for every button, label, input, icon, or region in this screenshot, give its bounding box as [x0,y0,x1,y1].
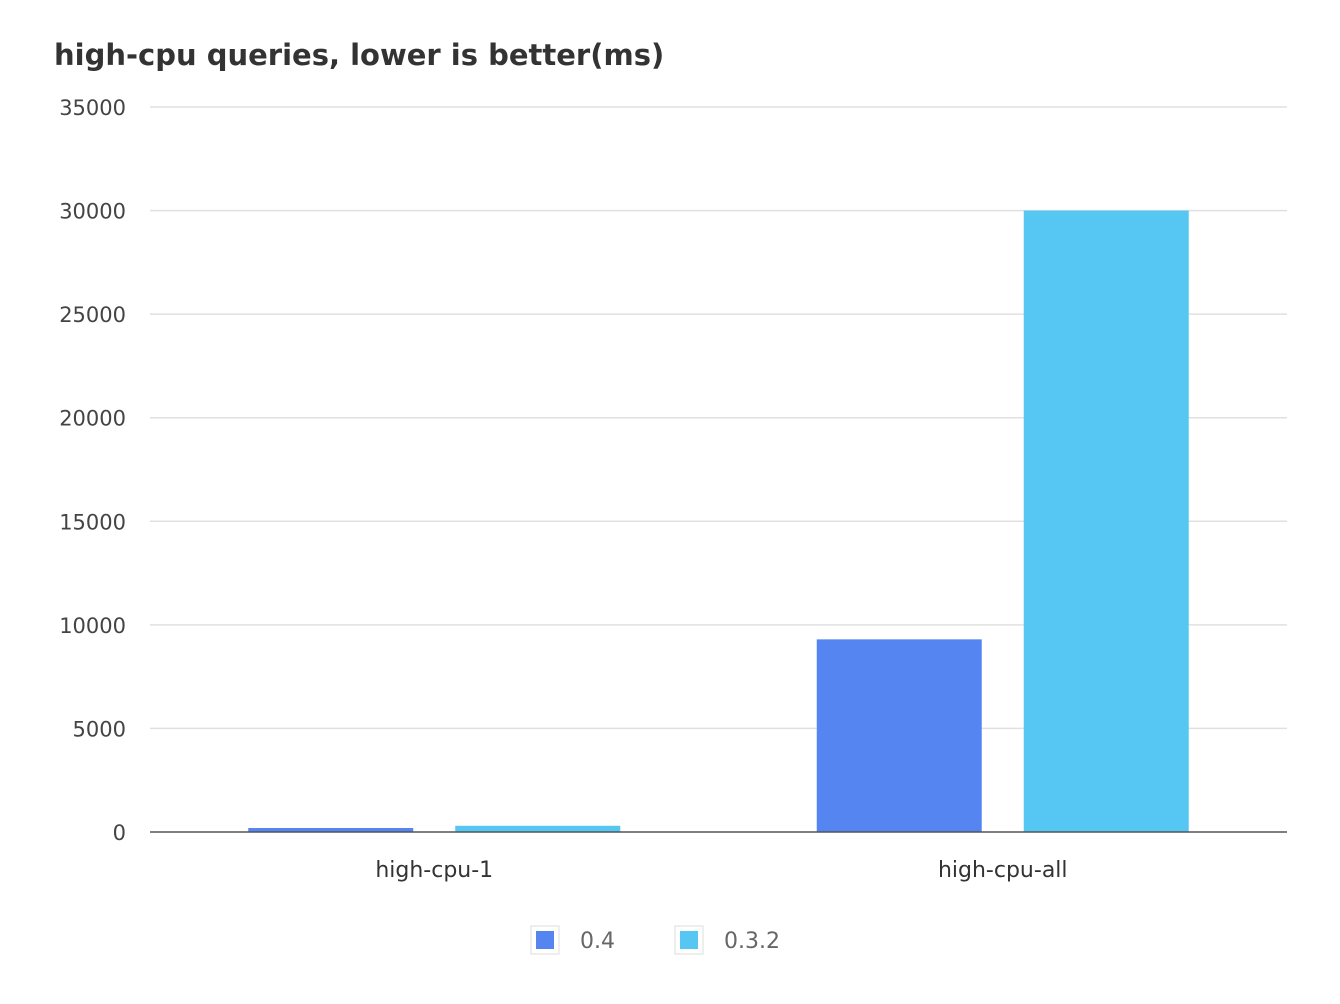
legend: 0.4 0.3.2 [530,925,780,955]
bar-high-cpu-all-0.4 [816,639,982,832]
y-tick-label: 30000 [59,200,126,224]
y-tick-label: 5000 [73,717,126,741]
legend-swatch [536,931,554,949]
x-category-label: high-cpu-all [938,858,1068,883]
legend-item-0.3.2: 0.3.2 [674,925,780,955]
y-tick-label: 10000 [59,614,126,638]
y-tick-label: 15000 [59,510,126,534]
legend-swatch [680,931,698,949]
legend-label: 0.4 [580,929,615,954]
bar-high-cpu-1-0.4 [248,828,414,832]
chart-title: high-cpu queries, lower is better(ms) [54,38,664,72]
legend-item-0.4: 0.4 [530,925,615,955]
bar-high-cpu-all-0.3.2 [1023,210,1189,833]
bar-high-cpu-1-0.3.2 [455,825,621,832]
y-tick-label: 0 [113,821,126,845]
y-tick-label: 20000 [59,407,126,431]
y-tick-label: 25000 [59,303,126,327]
bars [248,210,1189,833]
y-gridlines [150,106,1287,730]
x-axis-category-labels: high-cpu-1 high-cpu-all [375,858,1067,883]
x-category-label: high-cpu-1 [375,858,493,883]
y-tick-label: 35000 [59,96,126,120]
y-axis-tick-labels: 0 5000 10000 15000 20000 25000 30000 35000 [59,96,126,845]
legend-label: 0.3.2 [724,929,780,954]
